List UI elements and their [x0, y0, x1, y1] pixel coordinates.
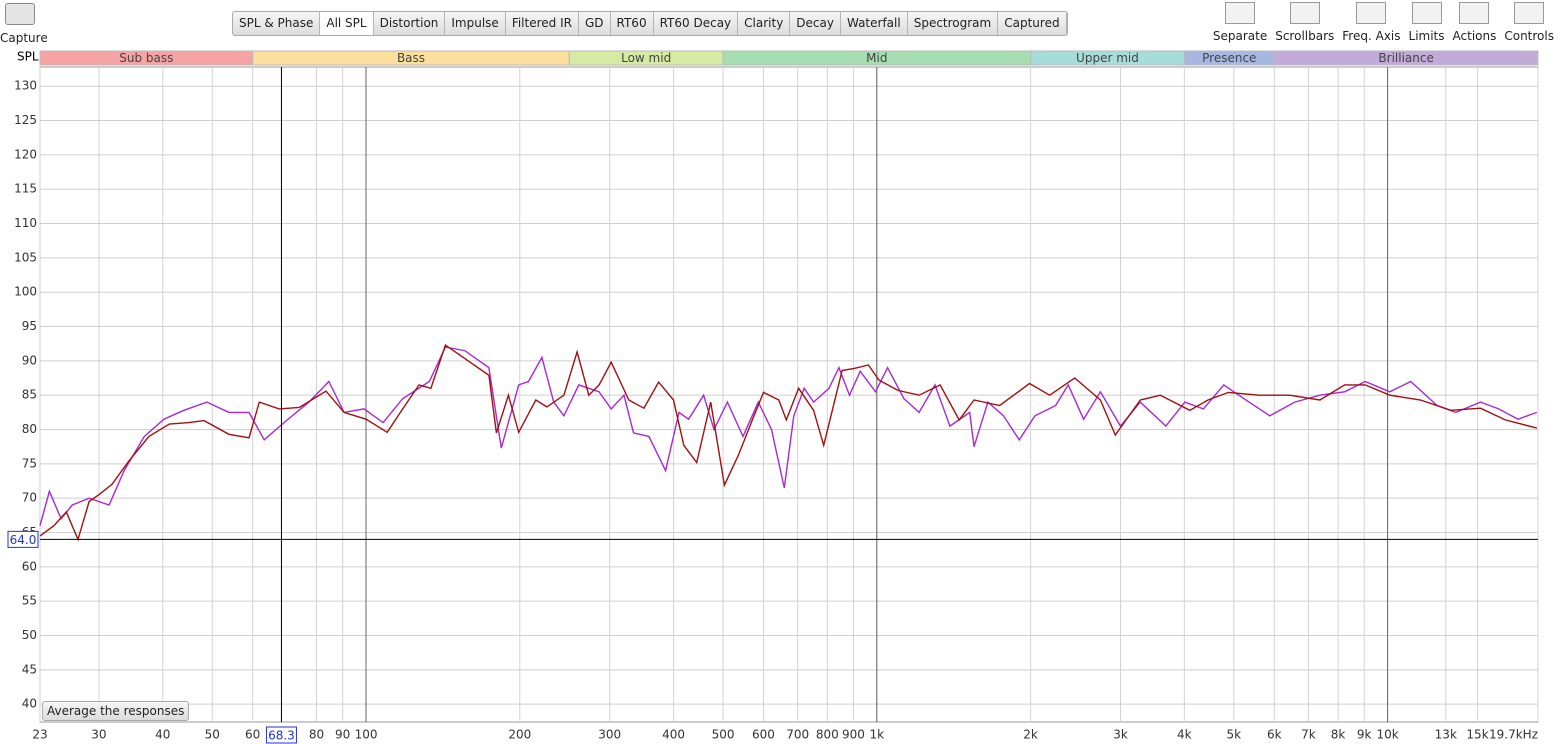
- x-tick-label: 9k: [1357, 728, 1372, 742]
- tab[interactable]: SPL & Phase: [233, 12, 321, 35]
- cursor-x-label: 68.3: [268, 729, 295, 743]
- cursor-box: [7, 530, 39, 548]
- x-tick-label: 50: [205, 728, 220, 742]
- x-tick-label: 400: [662, 728, 685, 742]
- cursor-y-label: 64.0: [10, 533, 37, 547]
- x-tick-label: 80: [309, 728, 324, 742]
- tab[interactable]: RT60 Decay: [654, 12, 739, 35]
- capture-label: Capture: [0, 31, 48, 45]
- x-tick-label: 600: [752, 728, 775, 742]
- plot-area: [39, 66, 1539, 723]
- tab[interactable]: Impulse: [445, 12, 506, 35]
- y-tick-label: 85: [22, 388, 37, 402]
- tool-bar: Separate Scrollbars Freq. Axis Limits Action…: [1209, 0, 1558, 44]
- band-label: Brilliance: [1378, 51, 1433, 65]
- x-tick-label: 100: [355, 728, 378, 742]
- tool-button[interactable]: Actions: [1449, 0, 1501, 44]
- y-tick-label: 125: [14, 113, 37, 127]
- y-tick-label: 45: [22, 662, 37, 676]
- x-tick-label: 6k: [1267, 728, 1282, 742]
- tab[interactable]: Filtered IR: [506, 12, 579, 35]
- tab[interactable]: GD: [579, 12, 611, 35]
- y-tick-label: 50: [22, 628, 37, 642]
- tool-icon: [1411, 2, 1442, 24]
- tab[interactable]: RT60: [611, 12, 654, 35]
- y-tick-label: 120: [14, 147, 37, 161]
- y-axis-label: SPL: [17, 50, 39, 64]
- y-tick-label: 95: [22, 319, 37, 333]
- y-tick-label: 55: [22, 594, 37, 608]
- tool-icon: [1514, 2, 1545, 24]
- x-tick-label: 90: [335, 728, 350, 742]
- tool-icon: [1289, 2, 1320, 24]
- tool-icon: [1459, 2, 1490, 24]
- tool-button[interactable]: Limits: [1405, 0, 1449, 44]
- tab[interactable]: Decay: [790, 12, 841, 35]
- x-tick-label: 4k: [1177, 728, 1192, 742]
- series-line: [39, 346, 1538, 526]
- y-tick-label: 110: [14, 216, 37, 230]
- band-label: Upper mid: [1076, 51, 1139, 65]
- y-tick-label: 115: [14, 182, 37, 196]
- tab[interactable]: Spectrogram: [908, 12, 999, 35]
- x-tick-label: 200: [508, 728, 531, 742]
- tool-icon: [1356, 2, 1387, 24]
- tool-button[interactable]: Scrollbars: [1271, 0, 1338, 44]
- x-tick-label: 40: [155, 728, 170, 742]
- x-tick-label: 30: [91, 728, 106, 742]
- x-tick-label: 3k: [1113, 728, 1128, 742]
- series-line: [39, 343, 1538, 542]
- tool-icon: [1225, 2, 1256, 24]
- tab[interactable]: Distortion: [374, 12, 446, 35]
- band: [1273, 50, 1539, 66]
- tab[interactable]: Captured: [998, 12, 1067, 35]
- x-tick-label: 15k: [1466, 728, 1488, 742]
- band-label: Mid: [866, 51, 887, 65]
- y-tick-label: 105: [14, 250, 37, 264]
- tool-button[interactable]: Controls: [1500, 0, 1558, 44]
- x-tick-label: 800: [816, 728, 839, 742]
- x-tick-label: 19.7kHz: [1489, 728, 1538, 742]
- capture-button[interactable]: Capture: [0, 3, 48, 45]
- y-tick-label: 80: [22, 422, 37, 436]
- tool-button[interactable]: Separate: [1209, 0, 1271, 44]
- x-tick-label: 5k: [1227, 728, 1242, 742]
- tab[interactable]: All SPL: [320, 12, 374, 35]
- x-tick-label: 23: [32, 728, 47, 742]
- x-tick-label: 700: [786, 728, 809, 742]
- band-label: Sub bass: [119, 51, 173, 65]
- band-label: Presence: [1202, 51, 1256, 65]
- tab[interactable]: Clarity: [738, 12, 791, 35]
- y-tick-label: 90: [22, 353, 37, 367]
- tool-button[interactable]: Freq. Axis: [1338, 0, 1404, 44]
- y-tick-label: 75: [22, 456, 37, 470]
- y-tick-label: 40: [22, 697, 37, 711]
- x-tick-label: 1k: [870, 728, 885, 742]
- x-tick-label: 2k: [1023, 728, 1038, 742]
- band-label: Low mid: [621, 51, 671, 65]
- x-tick-label: 10k: [1376, 728, 1398, 742]
- average-button[interactable]: Average the responses: [42, 701, 190, 721]
- cursor-box: [265, 726, 297, 744]
- band-label: Bass: [397, 51, 425, 65]
- x-tick-label: 500: [712, 728, 735, 742]
- x-tick-label: 8k: [1331, 728, 1346, 742]
- y-tick-label: 100: [14, 285, 37, 299]
- y-tick-label: 130: [14, 79, 37, 93]
- camera-icon: [5, 3, 35, 25]
- x-tick-label: 7k: [1301, 728, 1316, 742]
- x-tick-label: 900: [842, 728, 865, 742]
- x-tick-label: 60: [245, 728, 260, 742]
- x-tick-label: 13k: [1435, 728, 1457, 742]
- x-tick-label: 300: [598, 728, 621, 742]
- tab-bar: SPL & Phase All SPL Distortion Impulse Filte…: [232, 11, 1068, 36]
- y-tick-label: 60: [22, 559, 37, 573]
- y-tick-label: 70: [22, 491, 37, 505]
- tab[interactable]: Waterfall: [841, 12, 908, 35]
